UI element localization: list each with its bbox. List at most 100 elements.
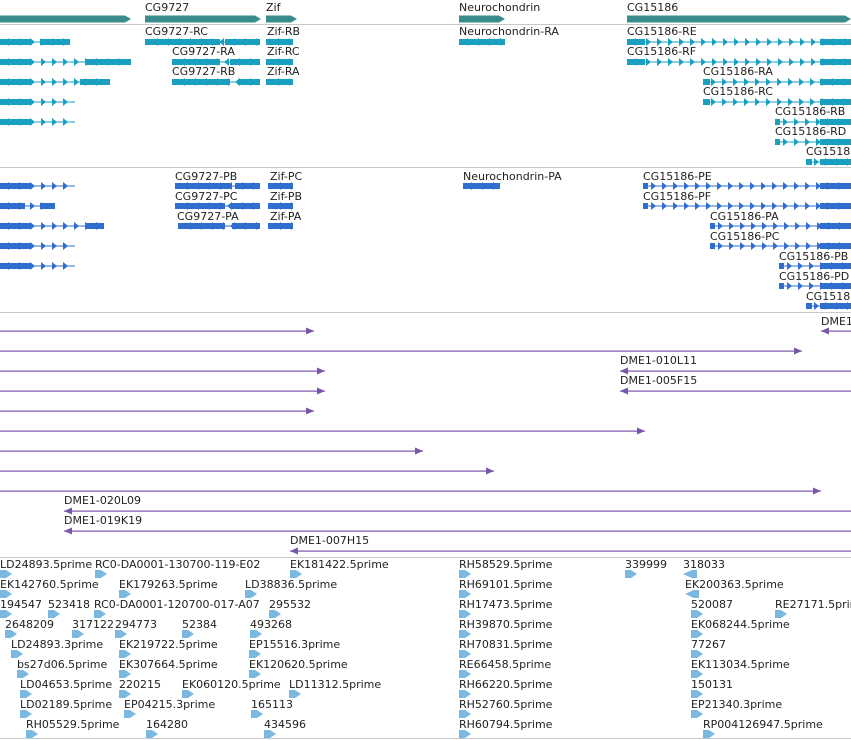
clone-feature[interactable] <box>620 386 851 396</box>
est-feature[interactable] <box>683 570 697 578</box>
est-label[interactable]: 294773 <box>115 618 157 631</box>
transcript-feature[interactable] <box>268 221 293 231</box>
est-feature[interactable] <box>459 610 473 618</box>
est-feature[interactable] <box>5 630 19 638</box>
transcript-label[interactable]: CG9727-RC <box>145 25 208 38</box>
clone-label[interactable]: DME1-019K19 <box>64 514 143 527</box>
transcript-feature[interactable] <box>703 77 851 87</box>
est-feature[interactable] <box>26 730 40 738</box>
est-label[interactable]: LD04653.5prime <box>20 678 113 691</box>
est-label[interactable]: 434596 <box>264 718 306 731</box>
gene-feature[interactable] <box>266 13 297 25</box>
transcript-feature[interactable] <box>710 221 851 231</box>
gene-label[interactable]: CG9727 <box>145 1 190 14</box>
est-feature[interactable] <box>119 690 133 698</box>
est-label[interactable]: EP04215.3prime <box>124 698 216 711</box>
est-label[interactable]: LD24893.5prime <box>0 558 93 571</box>
est-label[interactable]: EK200363.5prime <box>685 578 784 591</box>
est-label[interactable]: 318033 <box>683 558 725 571</box>
transcript-feature[interactable] <box>703 97 851 107</box>
est-feature[interactable] <box>459 710 473 718</box>
clone-feature[interactable] <box>0 406 314 416</box>
est-label[interactable]: EK179263.5prime <box>119 578 218 591</box>
est-label[interactable]: LD11312.5prime <box>289 678 382 691</box>
transcript-feature[interactable] <box>175 181 260 191</box>
transcript-feature[interactable] <box>643 201 851 211</box>
transcript-label[interactable]: CG15186-RC <box>703 85 773 98</box>
est-feature[interactable] <box>146 730 160 738</box>
est-label[interactable]: RH60794.5prime <box>459 718 553 731</box>
est-feature[interactable] <box>691 670 705 678</box>
gene-label[interactable]: Neurochondrin <box>459 1 541 14</box>
clone-label[interactable]: DME1-010L11 <box>620 354 697 367</box>
transcript-feature[interactable] <box>266 57 293 67</box>
clone-feature[interactable] <box>0 386 325 396</box>
transcript-label[interactable]: CG15186-RD <box>775 125 847 138</box>
est-feature[interactable] <box>691 690 705 698</box>
est-feature[interactable] <box>691 630 705 638</box>
est-label[interactable]: 2648209 <box>5 618 54 631</box>
est-label[interactable]: 52384 <box>182 618 217 631</box>
est-label[interactable]: EK113034.5prime <box>691 658 790 671</box>
transcript-feature[interactable] <box>0 117 75 127</box>
clone-label[interactable]: DME1-007H15 <box>290 534 370 547</box>
clone-feature[interactable] <box>0 426 645 436</box>
transcript-label[interactable]: Neurochondrin-PA <box>463 170 562 183</box>
transcript-label[interactable]: CG15186-PB <box>779 250 849 263</box>
transcript-label[interactable]: CG15186-PE <box>643 170 712 183</box>
transcript-feature[interactable] <box>627 37 851 47</box>
est-feature[interactable] <box>691 650 705 658</box>
est-label[interactable]: RE66458.5prime <box>459 658 552 671</box>
transcript-feature[interactable] <box>806 301 851 311</box>
est-feature[interactable] <box>703 730 717 738</box>
transcript-feature[interactable] <box>0 37 70 47</box>
est-feature[interactable] <box>20 710 34 718</box>
transcript-feature[interactable] <box>779 261 851 271</box>
est-feature[interactable] <box>459 590 473 598</box>
est-label[interactable]: RH70831.5prime <box>459 638 553 651</box>
est-feature[interactable] <box>269 610 283 618</box>
transcript-feature[interactable] <box>266 77 293 87</box>
clone-feature[interactable] <box>0 486 821 496</box>
est-feature[interactable] <box>0 590 14 598</box>
transcript-feature[interactable] <box>266 37 293 47</box>
est-label[interactable]: LD24893.3prime <box>11 638 104 651</box>
transcript-label[interactable]: CG15186-RE <box>627 25 697 38</box>
est-label[interactable]: EK120620.5prime <box>249 658 348 671</box>
transcript-label[interactable]: Zif-RC <box>267 45 300 58</box>
est-label[interactable]: 493268 <box>250 618 292 631</box>
est-label[interactable]: RH52760.5prime <box>459 698 553 711</box>
transcript-feature[interactable] <box>779 281 851 291</box>
est-label[interactable]: 220215 <box>119 678 161 691</box>
est-feature[interactable] <box>685 590 699 598</box>
est-label[interactable]: RE27171.5prime <box>775 598 851 611</box>
transcript-label[interactable]: CG15186-RA <box>703 65 773 78</box>
est-feature[interactable] <box>459 670 473 678</box>
clone-feature[interactable] <box>0 366 325 376</box>
clone-feature[interactable] <box>0 446 423 456</box>
est-feature[interactable] <box>20 690 34 698</box>
transcript-label[interactable]: Zif-PC <box>270 170 303 183</box>
est-label[interactable]: 150131 <box>691 678 733 691</box>
clone-label[interactable]: DME1 <box>821 315 851 328</box>
est-feature[interactable] <box>290 570 304 578</box>
clone-label[interactable]: DME1-005F15 <box>620 374 698 387</box>
transcript-feature[interactable] <box>806 157 851 167</box>
est-label[interactable]: RH58529.5prime <box>459 558 553 571</box>
est-feature[interactable] <box>245 590 259 598</box>
transcript-feature[interactable] <box>627 57 851 67</box>
transcript-label[interactable]: CG15186-PF <box>643 190 712 203</box>
gene-feature[interactable] <box>145 13 261 25</box>
transcript-label[interactable]: CG15186-PA <box>710 210 779 223</box>
transcript-feature[interactable] <box>145 37 260 47</box>
clone-feature[interactable] <box>0 346 802 356</box>
est-feature[interactable] <box>48 610 62 618</box>
transcript-feature[interactable] <box>0 57 131 67</box>
transcript-label[interactable]: Neurochondrin-RA <box>459 25 559 38</box>
est-feature[interactable] <box>459 570 473 578</box>
est-label[interactable]: RH66220.5prime <box>459 678 553 691</box>
est-label[interactable]: 194547 <box>0 598 42 611</box>
transcript-feature[interactable] <box>0 261 75 271</box>
est-feature[interactable] <box>124 710 138 718</box>
est-label[interactable]: RH05529.5prime <box>26 718 120 731</box>
